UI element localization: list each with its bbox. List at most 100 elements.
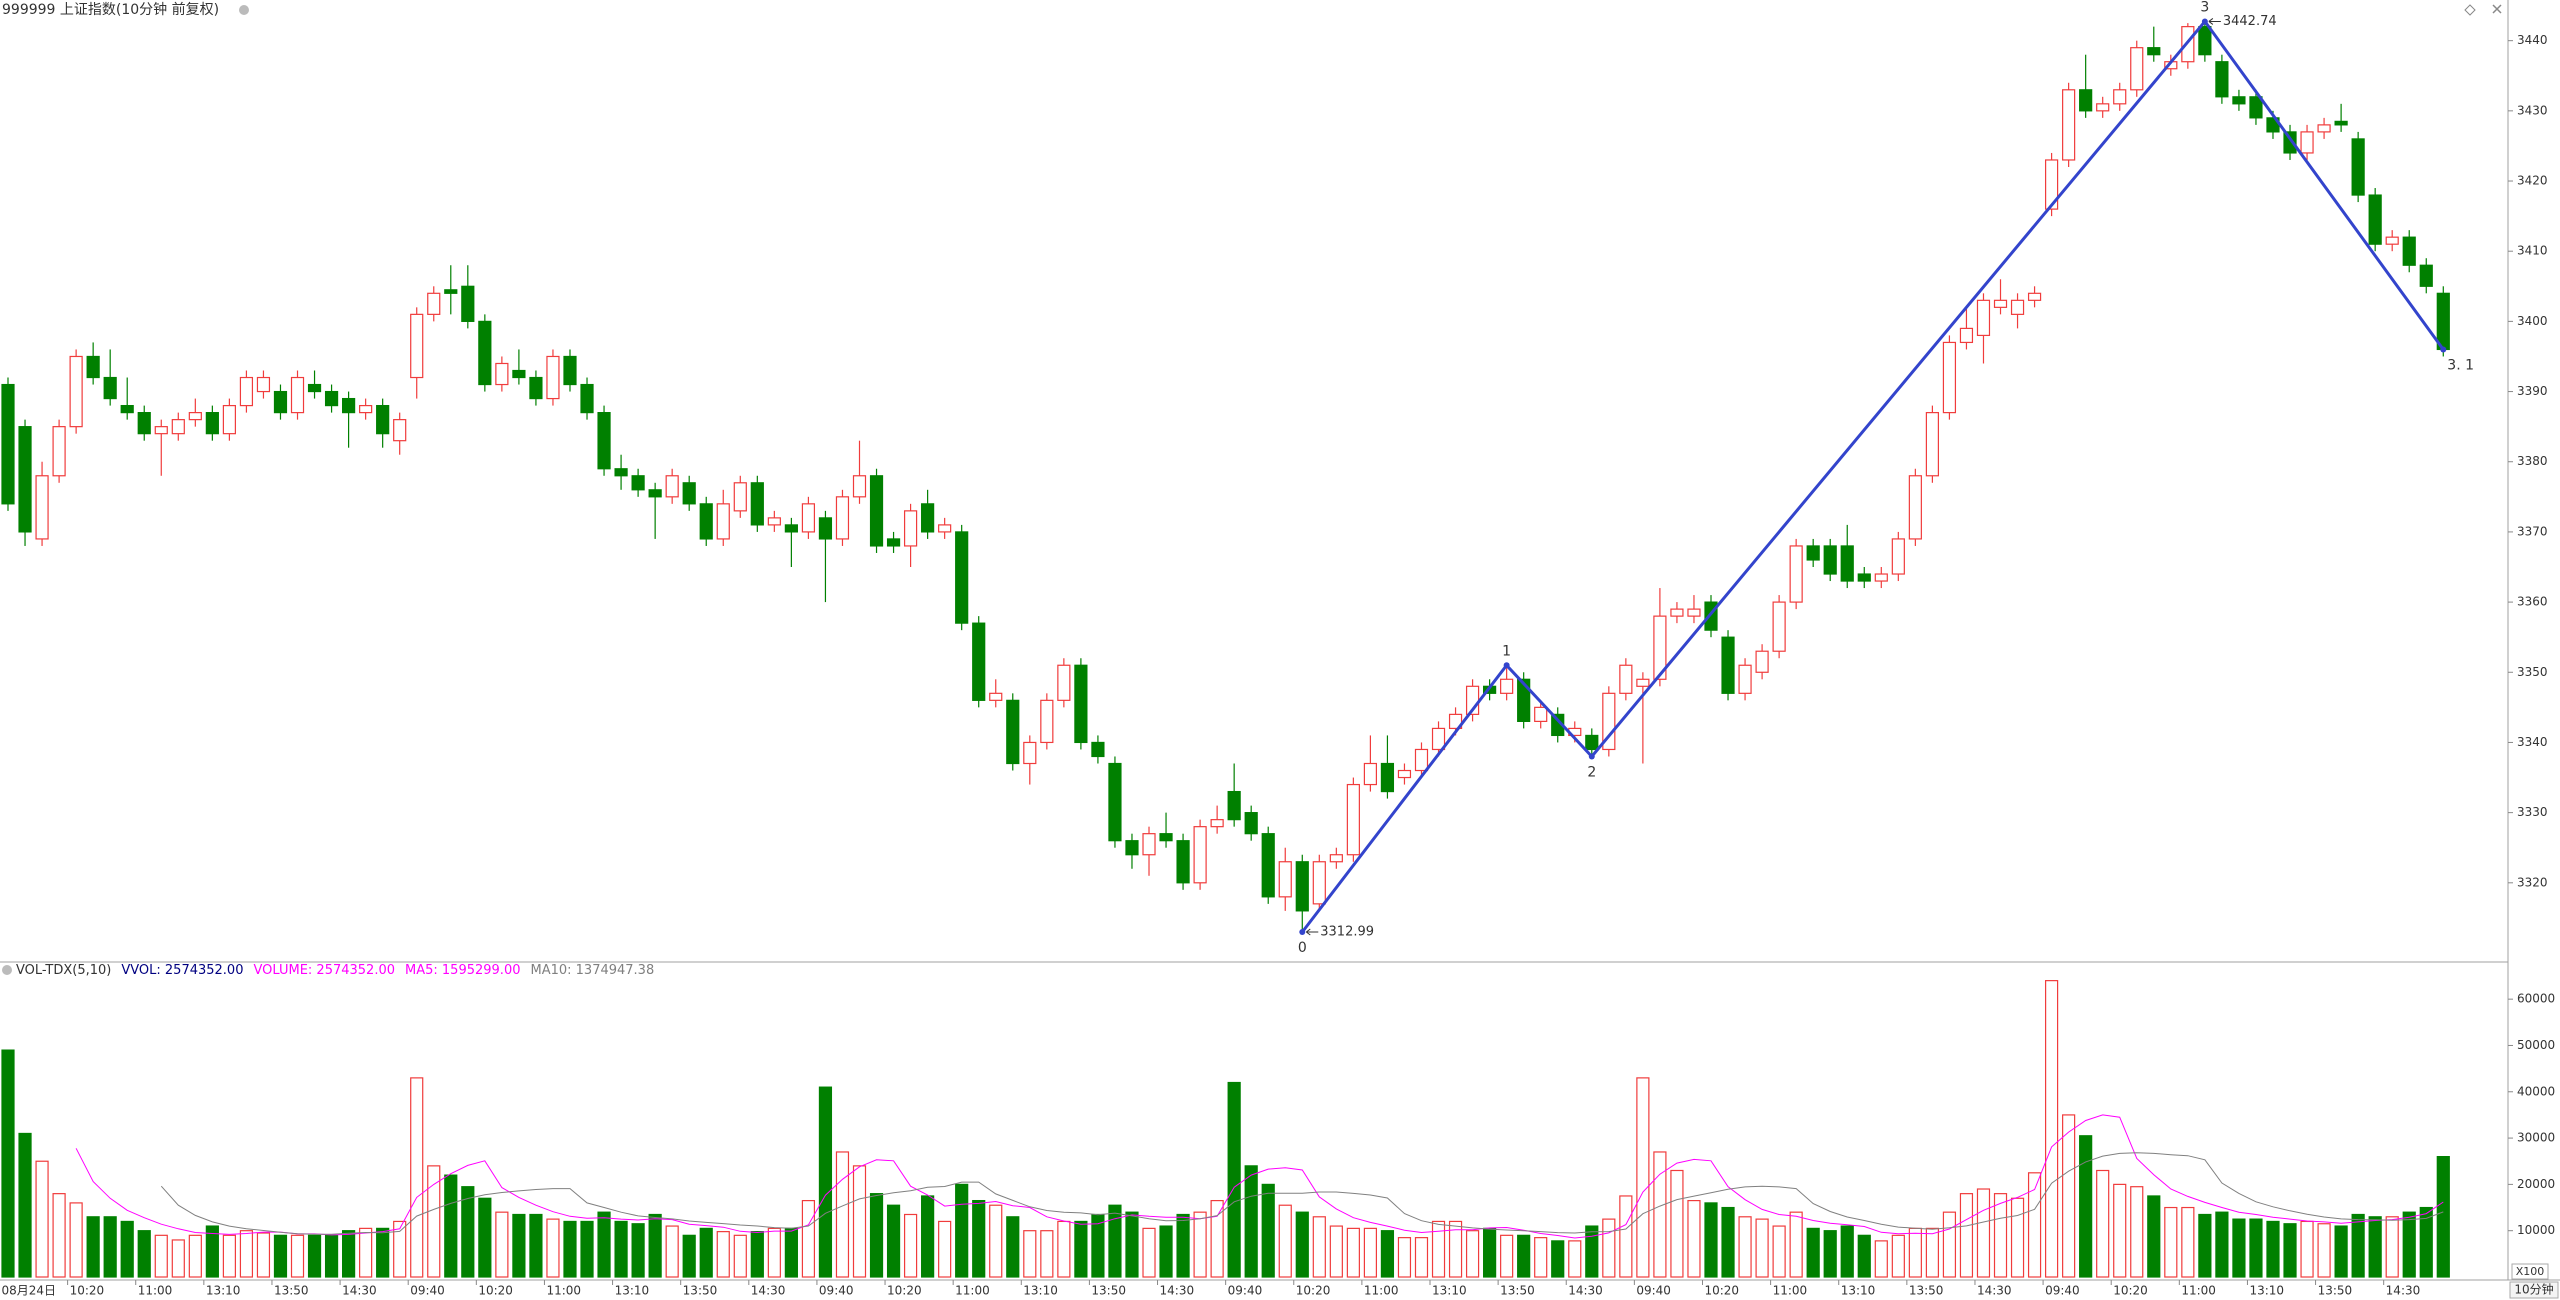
volume-bar: [1363, 1227, 1378, 1278]
candle-body: [1908, 475, 1922, 540]
candle-body: [1261, 833, 1275, 898]
volume-bar: [1040, 1230, 1054, 1278]
volume-bar: [1585, 1225, 1599, 1278]
y-tick-label: 3430: [2517, 103, 2548, 117]
candle-body: [1159, 833, 1173, 842]
volume-bar: [2385, 1216, 2399, 1278]
volume-bar: [393, 1220, 407, 1278]
volume-bar: [410, 1077, 424, 1278]
zigzag-node: [1503, 662, 1510, 669]
close-icon[interactable]: [2492, 4, 2502, 14]
x-tick-label: 10:20: [2113, 1284, 2148, 1298]
candle-body: [69, 355, 83, 428]
candle-body: [1976, 299, 1991, 337]
x-tick-label: 10:20: [70, 1284, 105, 1298]
volume-bar: [563, 1220, 577, 1278]
volume-bar: [1517, 1234, 1531, 1278]
volume-menu-icon[interactable]: [2, 965, 12, 975]
x-tick-label: 10:20: [887, 1284, 922, 1298]
candle-body: [852, 475, 867, 498]
candle-body: [1653, 615, 1667, 680]
candle-body: [103, 376, 117, 400]
candle-body: [1942, 341, 1957, 414]
y-tick-label: 3440: [2517, 33, 2548, 47]
x-tick-label: 11:00: [2181, 1284, 2216, 1298]
volume-bar: [2419, 1206, 2433, 1278]
candle-body: [307, 383, 322, 393]
candle-body: [1193, 826, 1207, 884]
candle-body: [1602, 692, 1616, 751]
x-tick-label: 11:00: [955, 1284, 990, 1298]
volume-bar: [1619, 1195, 1633, 1278]
volume-bar: [1908, 1227, 1922, 1278]
zigzag-label: 0: [1298, 940, 1307, 956]
volume-bar: [2351, 1213, 2365, 1278]
candle-body: [2249, 96, 2263, 119]
volume-bar: [1142, 1227, 1156, 1278]
candle-body: [1176, 840, 1190, 884]
candle-body: [359, 404, 373, 414]
volume-bar: [1125, 1211, 1139, 1278]
candle-body: [597, 412, 611, 470]
volume-y-tick-label: 60000: [2517, 992, 2555, 1006]
volume-bar: [188, 1234, 202, 1278]
volume-legend-entry: MA10: 1374947.38: [530, 963, 654, 978]
zigzag-node: [2440, 346, 2447, 353]
volume-bar: [1551, 1240, 1565, 1278]
candle-body: [2198, 26, 2212, 56]
volume-bar: [1755, 1218, 1769, 1278]
volume-bar: [2317, 1223, 2331, 1278]
volume-bar: [2164, 1206, 2178, 1278]
volume-bar: [1397, 1237, 1412, 1278]
volume-bar: [1074, 1220, 1088, 1278]
toggle-icon[interactable]: [2464, 4, 2476, 16]
volume-bar: [921, 1195, 935, 1278]
x-tick-label: 13:50: [274, 1284, 309, 1298]
period-label[interactable]: 10分钟: [2514, 1282, 2553, 1297]
volume-bar: [171, 1239, 185, 1278]
candle-body: [2130, 47, 2144, 91]
candle-body: [2368, 194, 2382, 245]
volume-bar: [546, 1218, 560, 1278]
volume-bar: [1023, 1230, 1037, 1278]
volume-bar: [989, 1204, 1003, 1278]
candle-body: [1329, 854, 1343, 863]
candle-body: [1585, 734, 1599, 751]
candle-body: [631, 475, 645, 491]
candle-body: [1619, 664, 1633, 694]
volume-bar: [35, 1160, 49, 1278]
volume-bar: [461, 1186, 475, 1278]
period-box[interactable]: [2509, 1281, 2559, 1299]
volume-bar: [478, 1197, 492, 1278]
x-tick-label: 11:00: [546, 1284, 581, 1298]
volume-bar: [1210, 1199, 1224, 1278]
volume-bar: [18, 1132, 32, 1278]
title-menu-icon[interactable]: [239, 5, 249, 15]
y-tick-label: 3410: [2517, 244, 2548, 258]
volume-bar: [750, 1231, 764, 1278]
volume-bar: [1278, 1204, 1292, 1278]
candle-body: [1755, 650, 1769, 673]
candle-body: [239, 376, 254, 407]
x-tick-label: 11:00: [1773, 1284, 1808, 1298]
candle-body: [2283, 131, 2297, 154]
candle-body: [478, 320, 492, 386]
volume-bar: [1346, 1227, 1360, 1278]
candle-body: [1227, 790, 1241, 821]
candle-body: [2062, 89, 2076, 161]
volume-bar: [1380, 1230, 1395, 1278]
candle-body: [1806, 545, 1820, 561]
candle-body: [1959, 327, 1974, 344]
candle-body: [750, 482, 764, 526]
candle-body: [1993, 299, 2008, 308]
volume-bar: [1431, 1220, 1446, 1278]
candle-body: [1278, 861, 1292, 898]
volume-bar: [529, 1213, 543, 1278]
volume-bar: [1483, 1227, 1497, 1278]
candle-body: [767, 517, 781, 526]
volume-bar: [1823, 1230, 1837, 1278]
candle-body: [2113, 89, 2127, 105]
volume-legend-entry: MA5: 1595299.00: [405, 963, 520, 978]
volume-bar: [2096, 1169, 2110, 1278]
